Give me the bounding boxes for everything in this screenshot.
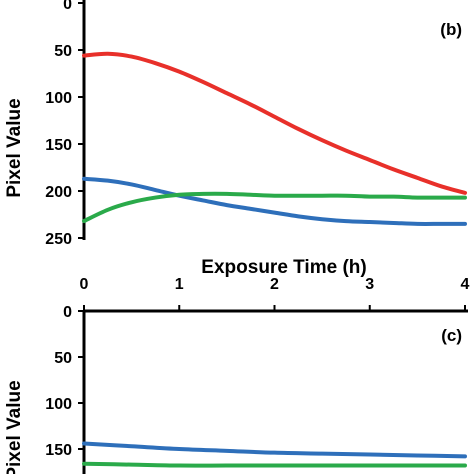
y-tick-label: 250: [45, 231, 72, 248]
y-tick-label: 50: [54, 350, 72, 367]
panel-c-series: [82, 441, 467, 468]
panel-c-label: (c): [441, 326, 462, 345]
series-line-3: [82, 191, 467, 224]
panel-b-tick-labels: 0 50 100 150 200 250: [45, 0, 72, 248]
x-tick-label: 4: [461, 276, 470, 293]
y-tick-label: 150: [45, 442, 72, 459]
x-tick-label: 2: [270, 276, 279, 293]
y-tick-label: 100: [45, 90, 72, 107]
y-tick-label: 50: [54, 43, 72, 60]
panel-c-tick-marks: [78, 305, 466, 450]
series-line-2: [82, 461, 467, 468]
y-tick-label: 150: [45, 137, 72, 154]
panel-b-label: (b): [440, 20, 462, 39]
x-tick-label: 1: [175, 276, 184, 293]
x-tick-label: 0: [80, 276, 89, 293]
panel-c: 0 50 100 150 0 1 2 3 4 (c) Pixel Value: [4, 276, 470, 474]
panel-b: 0 50 100 150 200 250 (b) Pixel Value Exposure…: [4, 0, 467, 278]
panel-b-tick-marks: [78, 2, 84, 239]
panel-b-y-axis-title: Pixel Value: [4, 98, 25, 197]
x-tick-label: 3: [365, 276, 374, 293]
series-line-1: [82, 51, 467, 195]
series-line-2: [82, 176, 467, 226]
y-tick-label: 0: [63, 0, 72, 13]
panel-b-series: [82, 51, 467, 226]
panel-c-tick-labels: 0 50 100 150 0 1 2 3 4: [45, 276, 469, 459]
panel-c-y-axis-title: Pixel Value: [4, 380, 25, 474]
y-tick-label: 100: [45, 396, 72, 413]
y-tick-label: 200: [45, 184, 72, 201]
y-tick-label: 0: [63, 304, 72, 321]
panel-b-x-axis-title: Exposure Time (h): [201, 257, 366, 278]
series-line-1: [82, 441, 467, 459]
